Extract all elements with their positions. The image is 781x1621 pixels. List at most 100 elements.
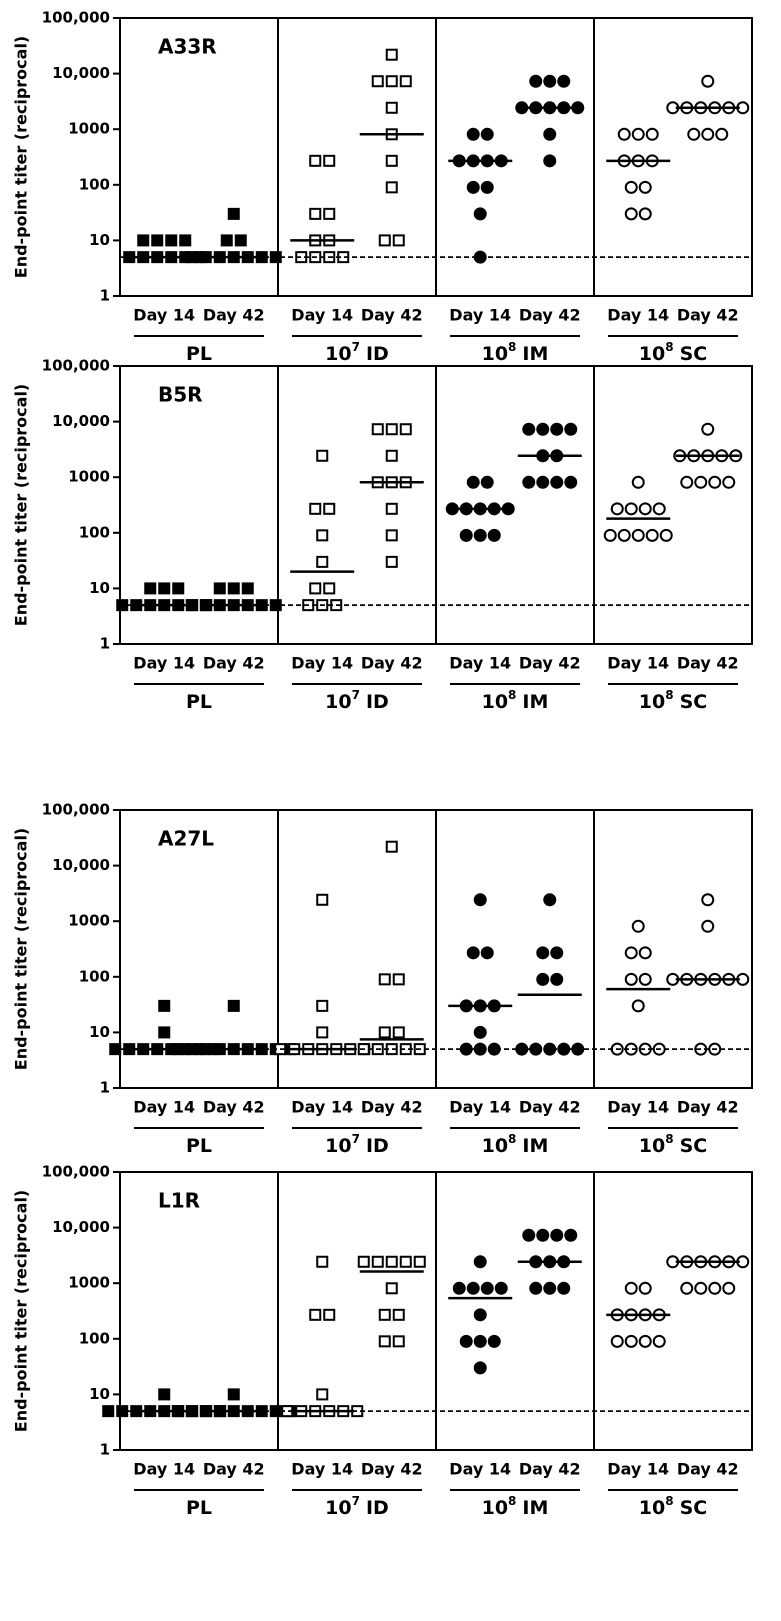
y-tick-label: 100	[79, 175, 110, 193]
y-tick-label: 1000	[68, 468, 110, 486]
group-label-text: IM	[522, 1497, 548, 1519]
data-point	[227, 1388, 240, 1401]
data-point	[652, 1334, 666, 1348]
y-axis-label: End-point titer (reciprocal)	[12, 828, 31, 1070]
data-point	[137, 234, 150, 247]
x-tick-label: Day 14	[291, 1460, 353, 1479]
data-point	[392, 973, 405, 986]
data-point	[158, 1388, 171, 1401]
group-label-base: 10	[325, 343, 351, 365]
y-tick-label: 1	[100, 635, 110, 653]
data-point	[378, 1335, 391, 1348]
data-point	[652, 502, 666, 516]
x-tick-label: Day 14	[607, 654, 669, 673]
x-tick-label: Day 14	[291, 306, 353, 325]
data-point	[708, 1281, 722, 1295]
group-label-exponent: 8	[665, 340, 673, 354]
data-point	[473, 528, 487, 542]
data-point	[624, 1334, 638, 1348]
data-point	[617, 528, 631, 542]
x-tick-label: Day 14	[133, 1460, 195, 1479]
group-label: 108 IM	[482, 340, 549, 365]
data-point	[701, 422, 715, 436]
group-label: PL	[186, 1497, 212, 1519]
data-point	[473, 1025, 487, 1039]
x-tick-label: Day 14	[133, 1098, 195, 1117]
y-axis-label: End-point titer (reciprocal)	[12, 1190, 31, 1432]
data-point	[543, 1281, 557, 1295]
y-axis-label: End-point titer (reciprocal)	[12, 36, 31, 278]
x-tick-label: Day 14	[607, 1460, 669, 1479]
group-label-base: 10	[482, 343, 508, 365]
data-point	[722, 475, 736, 489]
data-point	[323, 207, 336, 220]
data-point	[701, 919, 715, 933]
group-label: 108 SC	[639, 340, 707, 365]
data-point	[631, 528, 645, 542]
data-point	[227, 999, 240, 1012]
group-label: 108 SC	[639, 688, 707, 713]
data-point	[385, 449, 398, 462]
data-point	[543, 154, 557, 168]
group-label-text: SC	[680, 1135, 708, 1157]
data-point	[550, 946, 564, 960]
data-point	[466, 475, 480, 489]
x-tick-label: Day 14	[133, 654, 195, 673]
group-label: 108 SC	[639, 1132, 707, 1157]
y-tick-label: 100	[79, 1329, 110, 1347]
data-point	[550, 972, 564, 986]
data-point	[179, 234, 192, 247]
group-label-exponent: 7	[352, 340, 360, 354]
data-point	[494, 1281, 508, 1295]
data-point	[144, 582, 157, 595]
group-label: 108 SC	[639, 1494, 707, 1519]
panel-title: B5R	[158, 383, 203, 407]
x-tick-label: Day 42	[677, 1460, 739, 1479]
data-point	[536, 972, 550, 986]
x-tick-label: Day 42	[677, 1098, 739, 1117]
x-tick-label: Day 14	[133, 306, 195, 325]
y-tick-label: 1	[100, 1441, 110, 1459]
y-tick-label: 10	[89, 231, 110, 249]
x-tick-label: Day 42	[361, 654, 423, 673]
data-point	[550, 422, 564, 436]
data-point	[624, 207, 638, 221]
data-point	[638, 180, 652, 194]
group-label-exponent: 8	[508, 1132, 516, 1146]
data-point	[610, 1334, 624, 1348]
group-label-text: IM	[522, 691, 548, 713]
data-point	[624, 946, 638, 960]
data-point	[487, 1334, 501, 1348]
y-tick-label: 10	[89, 1385, 110, 1403]
group-label-base: 10	[639, 691, 665, 713]
group-label-base: 10	[482, 691, 508, 713]
data-point	[638, 946, 652, 960]
data-point	[715, 127, 729, 141]
data-point	[316, 1255, 329, 1268]
group-label: 108 IM	[482, 1494, 549, 1519]
data-point	[158, 999, 171, 1012]
group-label-exponent: 8	[665, 1132, 673, 1146]
data-point	[316, 1026, 329, 1039]
x-tick-label: Day 42	[519, 1098, 581, 1117]
x-tick-label: Day 42	[519, 306, 581, 325]
data-point	[323, 502, 336, 515]
data-point	[385, 555, 398, 568]
x-tick-label: Day 42	[203, 654, 265, 673]
data-point	[459, 1334, 473, 1348]
data-point	[543, 127, 557, 141]
data-point	[645, 127, 659, 141]
group-label-base: 10	[482, 1497, 508, 1519]
x-tick-label: Day 14	[449, 1460, 511, 1479]
group-label: 107 ID	[325, 1132, 389, 1157]
data-point	[564, 422, 578, 436]
data-point	[385, 840, 398, 853]
data-point	[309, 1308, 322, 1321]
x-tick-label: Day 14	[607, 306, 669, 325]
data-point	[564, 475, 578, 489]
data-point	[638, 502, 652, 516]
group-label-base: 10	[639, 1497, 665, 1519]
group-label-exponent: 7	[352, 1132, 360, 1146]
data-point	[466, 127, 480, 141]
